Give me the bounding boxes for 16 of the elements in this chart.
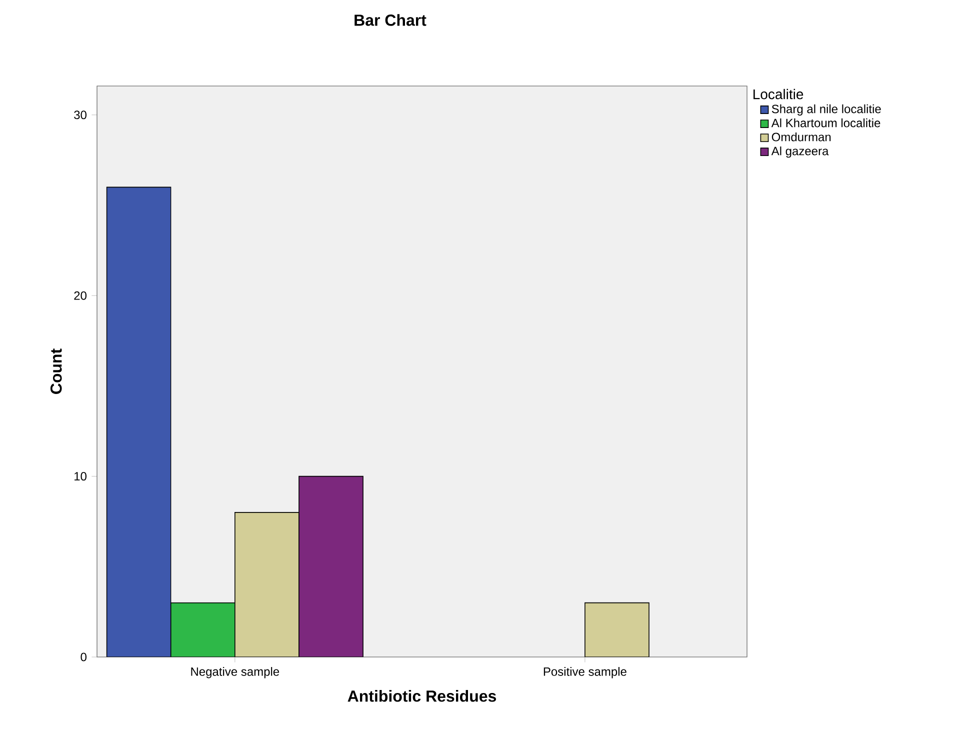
y-tick-label: 10 (74, 472, 86, 481)
legend-title: Localitie (754, 88, 804, 100)
chart-title: Bar Chart (354, 14, 426, 26)
legend-label: Sharg al nile localitie (772, 104, 881, 116)
x-axis-title: Antibiotic Residues (348, 690, 496, 702)
legend-label: Al Khartoum localitie (771, 118, 880, 128)
y-tick-label: 30 (74, 110, 86, 120)
y-axis-title: Count (50, 348, 62, 394)
y-tick-label: 20 (74, 291, 86, 300)
bar (234, 512, 300, 657)
legend-label: Al gazeera (771, 146, 829, 158)
x-tick-label: Positive sample (544, 667, 626, 678)
x-tick-label: Negative sample (191, 667, 280, 678)
bar (584, 602, 650, 657)
legend-label: Omdurman (772, 132, 831, 142)
y-tick-label: 0 (80, 652, 86, 662)
